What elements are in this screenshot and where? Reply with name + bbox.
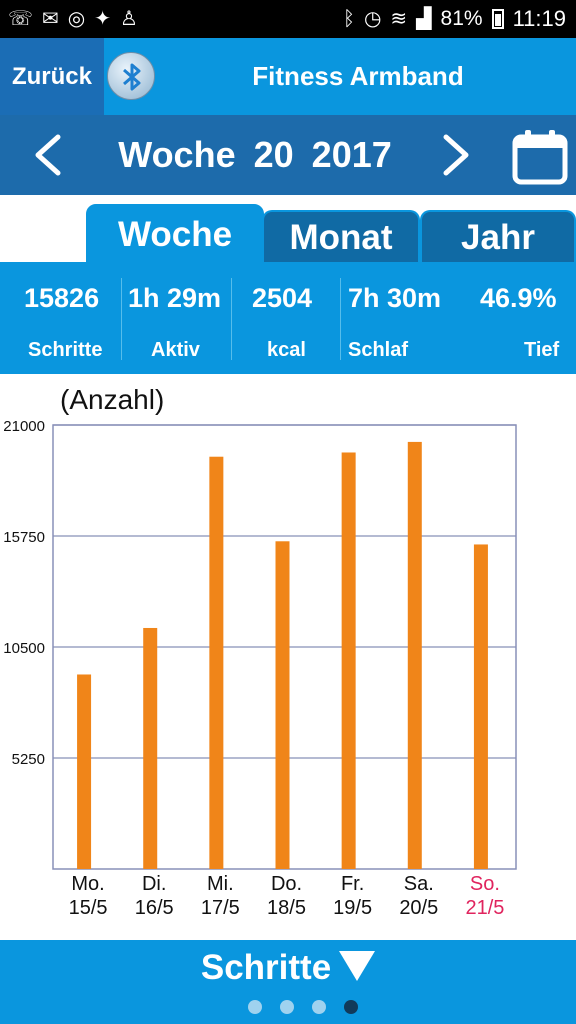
x-tick-date-label: 15/5 <box>69 897 108 919</box>
back-button[interactable]: Zurück <box>0 38 104 115</box>
metric-label: Schritte <box>200 948 332 987</box>
system-indicators: ᛒ ◷ ≋ ▟ 81% 11:19 <box>343 6 566 32</box>
x-tick-date-label: 17/5 <box>201 897 240 919</box>
x-tick-date-label: 20/5 <box>399 897 438 919</box>
fitness-app-icon: ✦ <box>94 8 111 30</box>
kcal-value: 2504 <box>252 283 313 313</box>
wifi-icon: ≋ <box>390 8 408 30</box>
title-bar: Zurück Fitness Armband <box>0 38 576 115</box>
bar <box>275 541 290 869</box>
bar <box>209 456 224 869</box>
week-navigation: Woche 20 2017 <box>0 115 576 195</box>
bluetooth-button[interactable] <box>107 52 155 100</box>
deep-sleep-label: Tief <box>524 339 560 361</box>
metric-selector[interactable]: Schritte <box>0 946 576 990</box>
steps-label: Schritte <box>28 339 103 361</box>
stats-summary: 15826 Schritte 1h 29m Aktiv 2504 kcal 7h… <box>0 262 576 374</box>
battery-icon <box>491 9 504 29</box>
bar <box>407 441 422 869</box>
week-year: 2017 <box>311 134 392 175</box>
bar <box>341 452 356 869</box>
page-dot[interactable] <box>280 1000 294 1014</box>
x-tick-date-label: 18/5 <box>267 897 306 919</box>
sleep-label: Schlaf <box>348 339 409 361</box>
x-tick-day-label: Sa. <box>404 873 434 895</box>
deep-sleep-value: 46.9% <box>480 283 557 313</box>
tab-month[interactable]: Monat <box>262 210 420 262</box>
kcal-label: kcal <box>267 339 306 361</box>
x-tick-date-label: 16/5 <box>135 897 174 919</box>
calendar-icon[interactable] <box>512 128 568 186</box>
bluetooth-status-icon: ᛒ <box>342 8 355 30</box>
steps-value: 15826 <box>24 283 100 313</box>
x-tick-day-label: Mo. <box>71 873 104 895</box>
tab-week[interactable]: Woche <box>86 204 264 262</box>
battery-percent: 81% <box>440 7 483 30</box>
signal-icon: ▟ <box>416 8 432 30</box>
tab-year[interactable]: Jahr <box>420 210 576 262</box>
y-axis-unit-label: (Anzahl) <box>60 384 165 415</box>
app-title: Fitness Armband <box>252 61 464 91</box>
stats-divider <box>121 278 122 360</box>
y-tick-label: 21000 <box>3 418 45 435</box>
page-dot[interactable] <box>312 1000 326 1014</box>
stats-divider <box>231 278 232 360</box>
x-tick-day-label: Di. <box>142 873 166 895</box>
week-number: 20 <box>253 134 294 175</box>
week-word: Woche <box>118 134 236 175</box>
x-tick-day-label: So. <box>470 873 500 895</box>
bar <box>77 674 92 869</box>
bottom-bar: Schritte <box>0 940 576 1024</box>
x-tick-day-label: Fr. <box>341 873 364 895</box>
sleep-value: 7h 30m <box>348 283 442 313</box>
notification-icons: ☏ ✉ ◎ ✦ ♙ <box>8 7 138 31</box>
steps-bar-chart: 5250 10500 15750 21000 Mo.15/5 Di.16/5 Mi.17/5… <box>3 418 517 919</box>
alarm-icon: ◷ <box>363 8 382 30</box>
y-tick-label: 15750 <box>3 529 45 546</box>
x-tick-day-label: Mi. <box>207 873 234 895</box>
whatsapp-icon: ◎ <box>67 8 86 30</box>
steps-chart-area: (Anzahl) 5250 10500 15750 21000 Mo. 15/5 Di. 16… <box>0 374 576 940</box>
mail-icon: ✉ <box>42 8 59 30</box>
page-dot[interactable] <box>248 1000 262 1014</box>
period-tabs: Monat Jahr Woche <box>86 204 576 262</box>
page-indicator <box>0 1000 576 1014</box>
week-label: Woche 20 2017 <box>90 115 420 195</box>
y-tick-label: 10500 <box>3 640 45 657</box>
bar <box>143 627 158 869</box>
active-label: Aktiv <box>151 339 200 361</box>
stats-divider <box>340 278 341 360</box>
previous-week-button[interactable] <box>28 133 68 177</box>
bar <box>473 544 488 869</box>
accessibility-icon: ♙ <box>120 8 138 30</box>
page-dot[interactable] <box>344 1000 358 1014</box>
status-bar: ☏ ✉ ◎ ✦ ♙ ᛒ ◷ ≋ ▟ 81% 11:19 <box>0 0 576 38</box>
y-tick-label: 5250 <box>12 751 45 768</box>
x-tick-date-label: 21/5 <box>465 897 504 919</box>
next-week-button[interactable] <box>436 133 476 177</box>
bluetooth-icon <box>123 63 141 91</box>
active-value: 1h 29m <box>128 283 222 313</box>
dropdown-triangle-icon <box>339 951 376 981</box>
clock: 11:19 <box>512 6 566 31</box>
x-tick-day-label: Do. <box>271 873 302 895</box>
missed-call-icon: ☏ <box>8 8 34 30</box>
x-tick-date-label: 19/5 <box>333 897 372 919</box>
